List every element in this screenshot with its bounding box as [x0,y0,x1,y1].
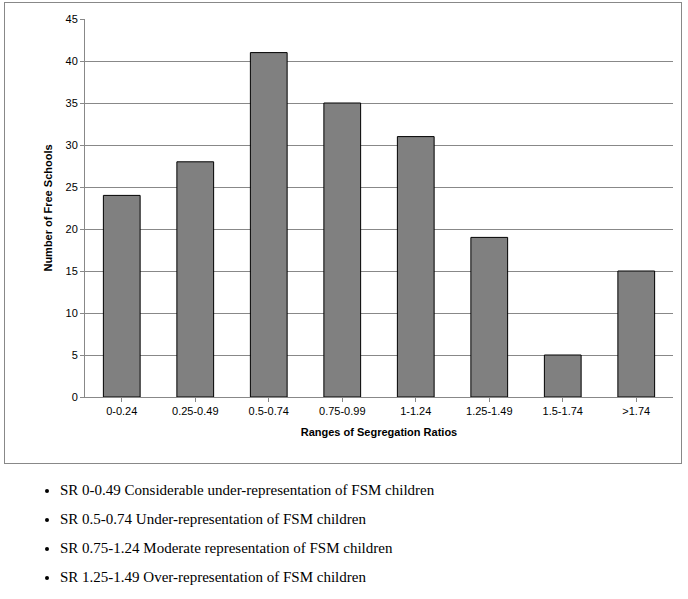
html-text:SR 0.5-0.74 Under-representati: SR 0.5-0.74 Under-representation of FSM … [60,511,366,527]
svg-text:15: 15 [66,265,78,277]
svg-text:1.5-1.74: 1.5-1.74 [543,405,583,417]
svg-text:Ranges of Segregation Ratios: Ranges of Segregation Ratios [301,426,457,438]
svg-text:0: 0 [72,391,78,403]
html-text:SR 0.75-1.24 Moderate represen: SR 0.75-1.24 Moderate representation of … [60,540,393,556]
svg-text:25: 25 [66,181,78,193]
svg-text:30: 30 [66,139,78,151]
html-text:SR 1.25-1.49 Over-representati: SR 1.25-1.49 Over-representation of FSM … [60,569,366,585]
svg-text:>1.74: >1.74 [622,405,650,417]
svg-text:0.75-0.99: 0.75-0.99 [319,405,365,417]
svg-text:1.25-1.49: 1.25-1.49 [466,405,512,417]
svg-text:20: 20 [66,223,78,235]
svg-text:40: 40 [66,55,78,67]
svg-text:0-0.24: 0-0.24 [106,405,137,417]
svg-text:45: 45 [66,13,78,25]
svg-text:5: 5 [72,349,78,361]
html-text:SR 0-0.49 Considerable under-r: SR 0-0.49 Considerable under-representat… [60,482,435,498]
svg-text:10: 10 [66,307,78,319]
svg-text:1-1.24: 1-1.24 [400,405,431,417]
svg-text:0.25-0.49: 0.25-0.49 [172,405,218,417]
svg-text:Number of Free Schools: Number of Free Schools [42,144,54,271]
svg-text:35: 35 [66,97,78,109]
svg-text:0.5-0.74: 0.5-0.74 [249,405,289,417]
